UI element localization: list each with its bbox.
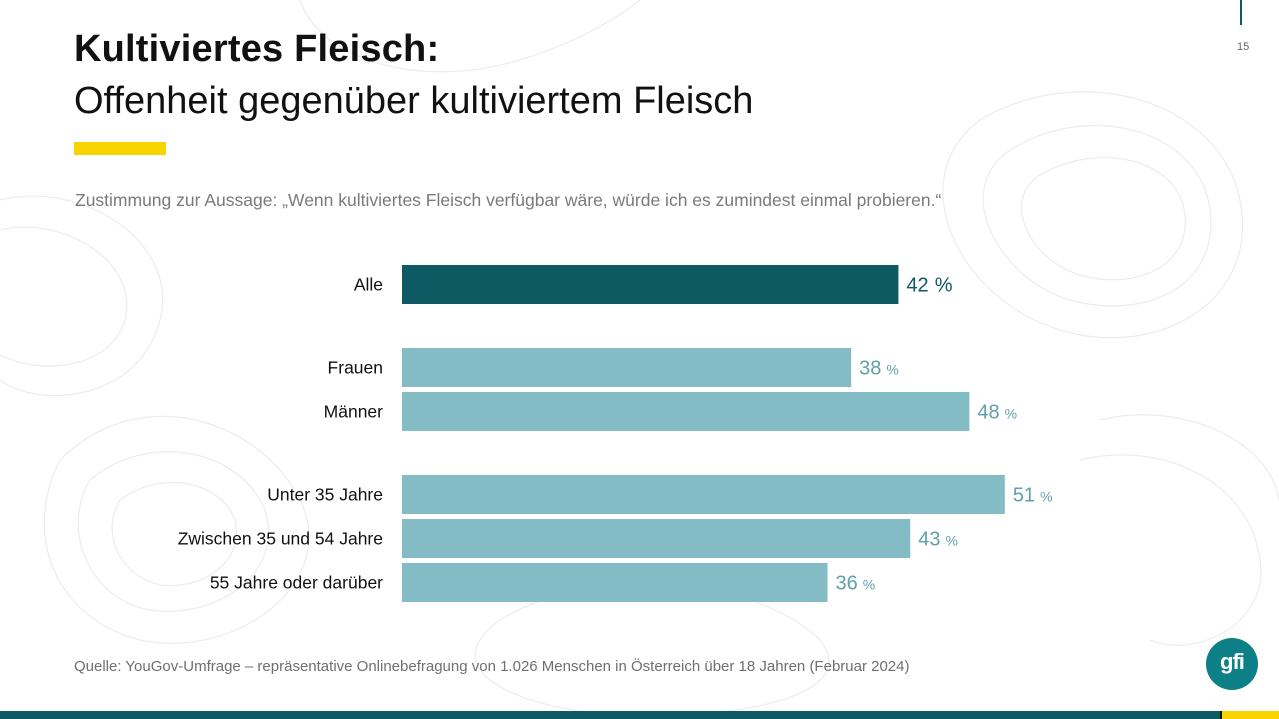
category-label: 55 Jahre oder darüber (210, 573, 383, 593)
survey-question: Zustimmung zur Aussage: „Wenn kultiviert… (75, 190, 942, 210)
category-label: Frauen (328, 358, 383, 378)
bar-3 (402, 475, 1005, 514)
footer-bar-yellow (1222, 711, 1279, 719)
value-label: 43% (918, 529, 958, 551)
value-label: 42% (906, 275, 952, 297)
bar-2 (402, 392, 970, 431)
category-label: Alle (354, 275, 383, 295)
page-number: 15 (1237, 41, 1250, 53)
bar-5 (402, 563, 828, 602)
value-label: 51% (1013, 485, 1053, 507)
footer-bar-divider (1220, 711, 1222, 719)
value-label: 36% (836, 573, 876, 595)
page-subtitle: Offenheit gegenüber kultiviertem Fleisch (74, 80, 754, 122)
top-accent-rule (1240, 0, 1242, 25)
bar-4 (402, 519, 911, 558)
bar-1 (402, 348, 852, 387)
page-title: Kultiviertes Fleisch: (74, 28, 440, 70)
category-label: Zwischen 35 und 54 Jahre (178, 529, 383, 549)
bar-0 (402, 265, 899, 304)
footer-bar-teal (0, 711, 1220, 719)
category-label: Männer (324, 402, 384, 422)
source-note: Quelle: YouGov-Umfrage – repräsentative … (74, 658, 910, 675)
value-label: 38% (859, 358, 899, 380)
value-label: 48% (977, 402, 1017, 424)
category-label: Unter 35 Jahre (267, 485, 383, 505)
gfi-logo-text: gfi (1220, 649, 1245, 674)
title-accent-bar (74, 142, 166, 155)
gfi-logo: gfi (1206, 638, 1258, 690)
